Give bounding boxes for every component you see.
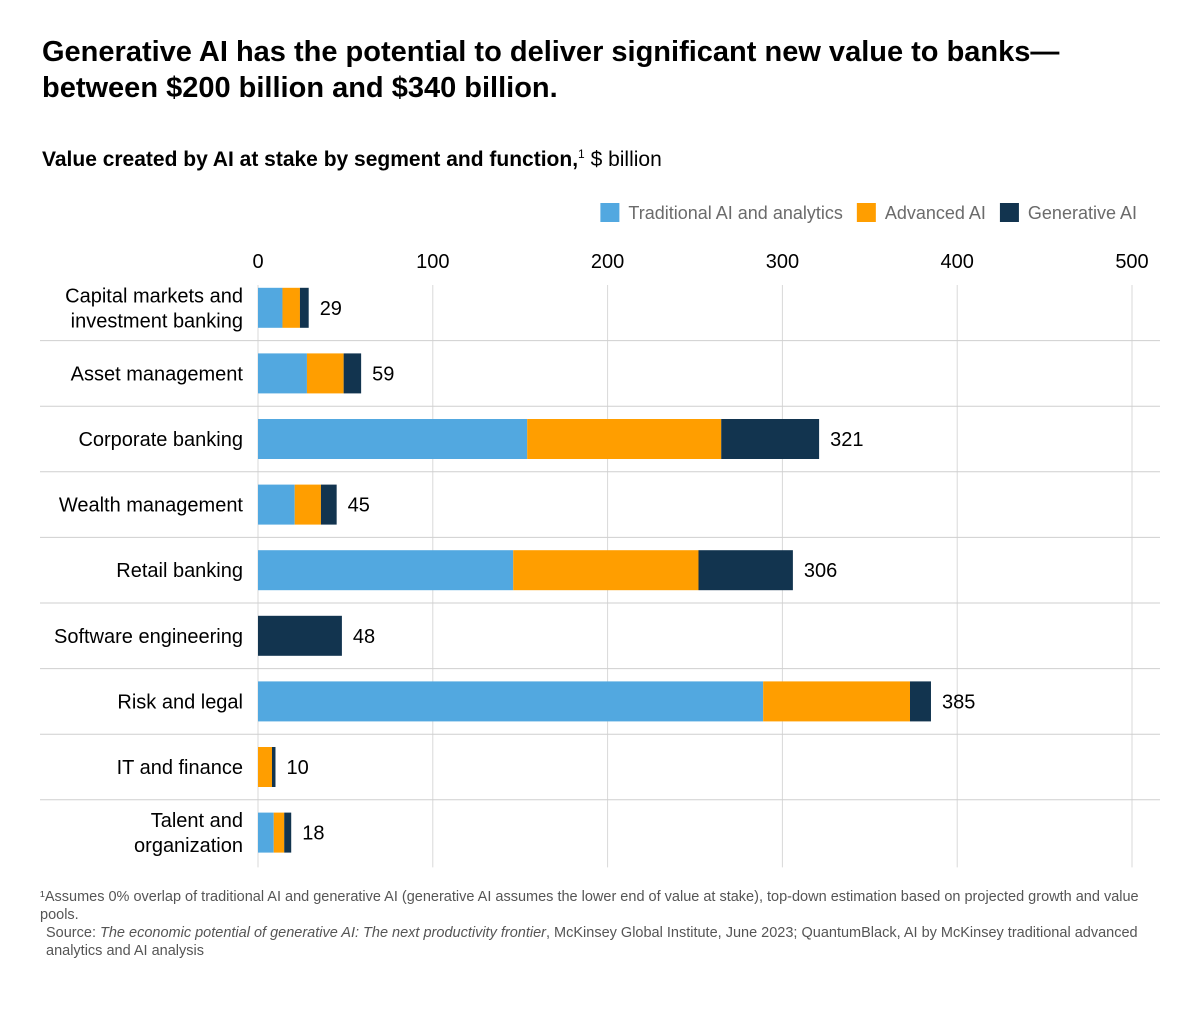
x-tick-label: 0 (252, 251, 263, 273)
bar-segment-2 (306, 353, 344, 394)
source-text: Source: The economic potential of genera… (40, 924, 1140, 960)
bar-total-label: 48 (353, 626, 375, 648)
bar-segment-3 (299, 287, 309, 328)
category-label: Risk and legal (117, 691, 243, 713)
footnote-marker: 1 (578, 147, 585, 161)
x-tick-label: 400 (941, 251, 974, 273)
bar-segment-1 (258, 812, 274, 853)
bar-segment-2 (273, 812, 285, 853)
bar-total-label: 45 (348, 495, 370, 517)
category-label: Wealth management (59, 495, 244, 517)
source-prefix: Source: (46, 925, 100, 941)
x-tick-label: 200 (591, 251, 624, 273)
subtitle-text: Value created by AI at stake by segment … (42, 148, 579, 171)
legend-label-2: Advanced AI (885, 203, 986, 223)
bar-total-label: 59 (372, 363, 394, 385)
bar-segment-2 (763, 681, 911, 722)
bar-segment-2 (527, 419, 722, 459)
category-label: Corporate banking (78, 429, 243, 451)
category-label: Talent and (151, 810, 243, 832)
footnote: ¹Assumes 0% overlap of traditional AI an… (40, 888, 1140, 960)
category-label: Software engineering (54, 626, 243, 648)
bar-segment-3 (320, 484, 337, 525)
bar-segment-1 (258, 287, 283, 328)
legend-label-3: Generative AI (1028, 203, 1137, 223)
bar-total-label: 306 (804, 560, 837, 582)
category-label: Retail banking (116, 560, 243, 582)
category-label: Capital markets and (65, 285, 243, 307)
source-rest: , McKinsey Global Institute, June 2023; … (46, 925, 1138, 959)
legend-label-1: Traditional AI and analytics (628, 203, 842, 223)
bar-segment-1 (258, 353, 307, 394)
bar-segment-3 (271, 747, 276, 787)
chart-subtitle: Value created by AI at stake by segment … (42, 146, 662, 174)
bar-segment-3 (284, 812, 292, 853)
chart-headline: Generative AI has the potential to deliv… (42, 36, 1060, 104)
x-tick-label: 300 (766, 251, 799, 273)
category-label: Asset management (71, 363, 244, 385)
bar-segment-1 (258, 550, 514, 591)
legend-swatch-2 (856, 203, 876, 222)
category-label: IT and finance (117, 757, 243, 779)
bar-segment-2 (294, 484, 321, 525)
subtitle-unit: $ billion (590, 148, 662, 171)
bar-segment-3 (698, 550, 793, 591)
bar-total-label: 321 (830, 429, 863, 451)
category-label: organization (134, 835, 243, 857)
stacked-bar-chart: Traditional AI and analytics Advanced AI G… (40, 203, 1160, 868)
bar-segment-1 (258, 681, 764, 722)
bar-segment-2 (282, 287, 300, 328)
legend-swatch-1 (600, 203, 620, 222)
bar-total-label: 18 (302, 823, 324, 845)
x-tick-label: 500 (1115, 251, 1148, 273)
bar-total-label: 10 (286, 757, 308, 779)
footnote-text: ¹Assumes 0% overlap of traditional AI an… (40, 889, 1139, 923)
bar-segment-3 (910, 681, 931, 722)
bar-segment-3 (258, 615, 342, 656)
x-tick-label: 100 (416, 251, 449, 273)
bar-segment-3 (721, 419, 820, 459)
legend-swatch-3 (999, 203, 1019, 222)
bar-segment-3 (343, 353, 362, 394)
bar-total-label: 385 (942, 691, 975, 713)
category-label: investment banking (71, 310, 243, 332)
bar-segment-2 (258, 747, 272, 787)
bar-segment-1 (258, 484, 295, 525)
bar-segment-2 (513, 550, 699, 591)
bar-total-label: 29 (320, 298, 342, 320)
bar-segment-1 (258, 419, 528, 459)
source-title: The economic potential of generative AI:… (100, 925, 546, 941)
